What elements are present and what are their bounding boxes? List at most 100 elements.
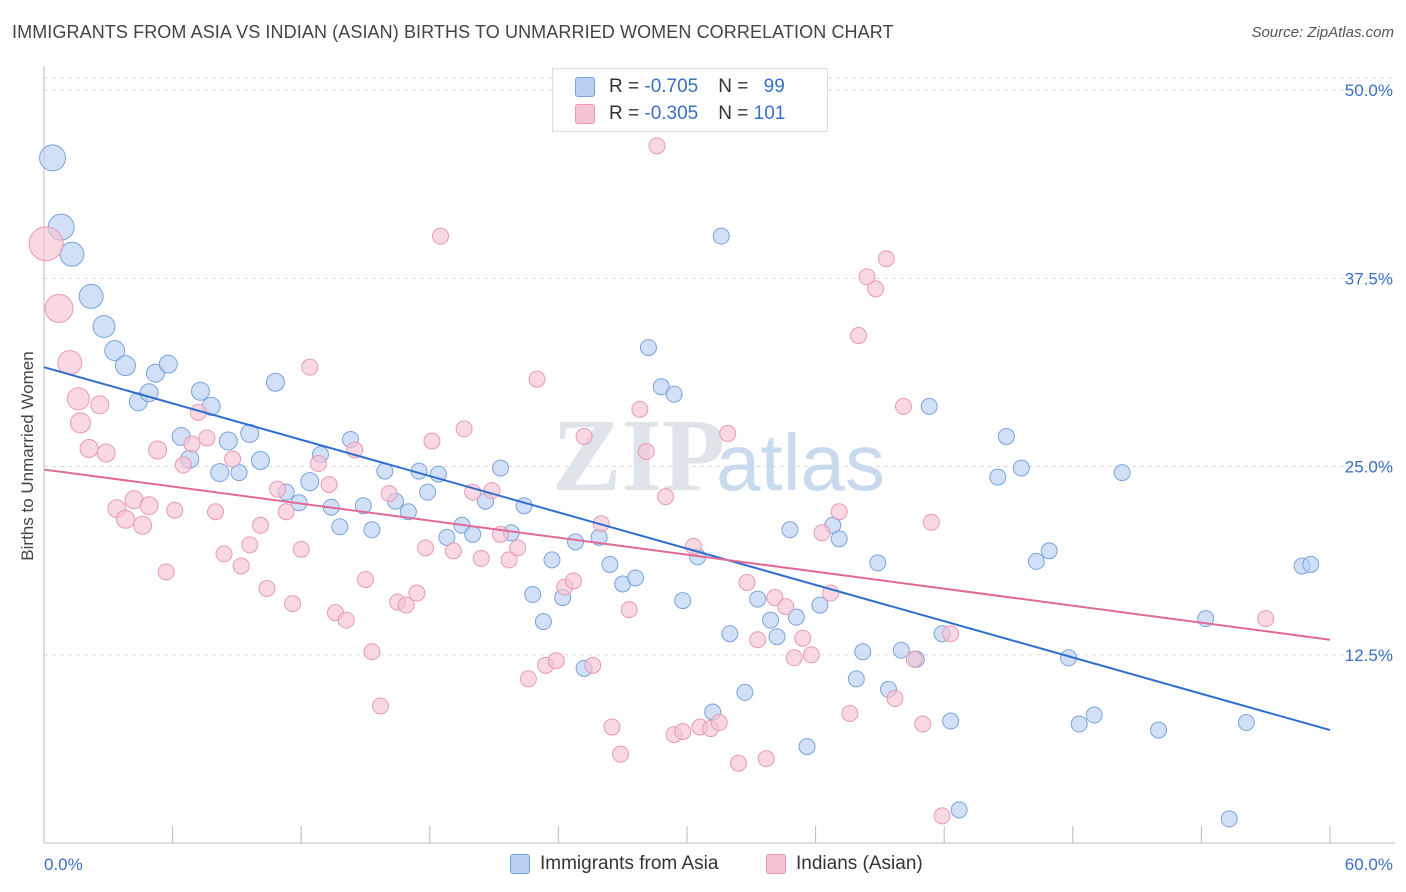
data-point-immigrants-from-asia bbox=[114, 355, 136, 377]
data-point-immigrants-from-asia bbox=[665, 385, 683, 403]
data-point-indians-asian bbox=[455, 420, 473, 438]
data-point-immigrants-from-asia bbox=[363, 521, 381, 539]
y-tick-label: 25.0% bbox=[1345, 458, 1393, 477]
data-point-indians-asian bbox=[309, 455, 327, 473]
data-point-indians-asian bbox=[802, 646, 820, 664]
legend-swatch-pink bbox=[575, 104, 595, 124]
data-point-indians-asian bbox=[133, 515, 153, 535]
legend-row-immigrants-from-asia: R = -0.705 N = 99 bbox=[575, 76, 785, 98]
data-point-indians-asian bbox=[166, 501, 184, 519]
data-point-indians-asian bbox=[139, 496, 159, 516]
data-point-indians-asian bbox=[206, 503, 224, 521]
data-point-immigrants-from-asia bbox=[104, 340, 126, 362]
data-point-indians-asian bbox=[813, 524, 831, 542]
data-point-indians-asian bbox=[620, 601, 638, 619]
data-point-indians-asian bbox=[777, 598, 795, 616]
data-point-indians-asian bbox=[603, 718, 621, 736]
data-point-indians-asian bbox=[841, 705, 859, 723]
watermark-atlas: atlas bbox=[716, 418, 885, 507]
data-point-indians-asian bbox=[90, 395, 110, 415]
data-point-indians-asian bbox=[922, 513, 940, 531]
bottom-legend-swatch-pink bbox=[766, 854, 786, 874]
data-point-immigrants-from-asia bbox=[997, 427, 1015, 445]
data-point-indians-asian bbox=[269, 480, 287, 498]
data-point-immigrants-from-asia bbox=[674, 592, 692, 610]
data-point-immigrants-from-asia bbox=[39, 144, 67, 172]
data-point-indians-asian bbox=[320, 476, 338, 494]
data-point-indians-asian bbox=[631, 400, 649, 418]
data-point-immigrants-from-asia bbox=[145, 363, 165, 383]
data-point-indians-asian bbox=[564, 572, 582, 590]
data-point-immigrants-from-asia bbox=[1220, 810, 1238, 828]
data-point-indians-asian bbox=[575, 427, 593, 445]
legend: R = -0.705 N = 99 R = -0.305 N = 101 bbox=[552, 68, 828, 132]
data-point-indians-asian bbox=[357, 570, 374, 588]
bottom-legend-label: Indians (Asian) bbox=[796, 853, 923, 874]
data-point-indians-asian bbox=[292, 540, 310, 558]
data-point-indians-asian bbox=[738, 574, 756, 592]
y-axis-label: Births to Unmarried Women bbox=[18, 351, 37, 561]
data-point-indians-asian bbox=[215, 545, 233, 563]
data-point-indians-asian bbox=[710, 714, 728, 732]
data-point-immigrants-from-asia bbox=[787, 608, 805, 626]
data-point-indians-asian bbox=[528, 370, 546, 388]
chart-source: Source: ZipAtlas.com bbox=[1251, 24, 1394, 41]
x-tick-label: 0.0% bbox=[44, 855, 83, 874]
data-point-indians-asian bbox=[933, 807, 951, 825]
data-point-indians-asian bbox=[444, 542, 462, 560]
data-point-immigrants-from-asia bbox=[354, 497, 372, 515]
data-point-indians-asian bbox=[372, 697, 390, 715]
data-point-immigrants-from-asia bbox=[762, 611, 780, 629]
data-point-immigrants-from-asia bbox=[92, 315, 116, 339]
data-point-immigrants-from-asia bbox=[331, 518, 349, 536]
data-point-indians-asian bbox=[785, 649, 803, 667]
data-point-immigrants-from-asia bbox=[830, 530, 848, 548]
data-point-indians-asian bbox=[79, 438, 99, 458]
data-point-immigrants-from-asia bbox=[1085, 706, 1103, 724]
data-point-immigrants-from-asia bbox=[627, 569, 645, 587]
data-point-indians-asian bbox=[942, 625, 960, 643]
data-point-immigrants-from-asia bbox=[854, 643, 872, 661]
data-point-immigrants-from-asia bbox=[798, 738, 816, 756]
data-point-indians-asian bbox=[584, 656, 602, 674]
data-point-immigrants-from-asia bbox=[419, 483, 437, 501]
data-point-immigrants-from-asia bbox=[534, 613, 552, 631]
y-tick-label: 50.0% bbox=[1345, 81, 1393, 100]
data-point-indians-asian bbox=[472, 549, 490, 567]
data-point-indians-asian bbox=[886, 689, 904, 707]
data-point-immigrants-from-asia bbox=[781, 521, 799, 539]
data-point-indians-asian bbox=[337, 611, 355, 629]
axes bbox=[43, 66, 1395, 844]
data-point-indians-asian bbox=[877, 250, 895, 268]
data-point-indians-asian bbox=[157, 563, 175, 581]
data-point-immigrants-from-asia bbox=[601, 555, 619, 573]
data-point-indians-asian bbox=[363, 643, 381, 661]
data-point-indians-asian bbox=[277, 503, 295, 521]
data-point-immigrants-from-asia bbox=[567, 533, 585, 551]
data-point-indians-asian bbox=[408, 584, 426, 602]
data-point-immigrants-from-asia bbox=[1237, 714, 1255, 732]
data-point-indians-asian bbox=[148, 440, 168, 460]
legend-n-value: 99 bbox=[763, 76, 785, 97]
trend-line-indians-asian bbox=[43, 468, 1331, 641]
data-point-indians-asian bbox=[794, 629, 812, 647]
data-point-indians-asian bbox=[174, 456, 192, 474]
data-point-indians-asian bbox=[509, 539, 527, 557]
data-point-indians-asian bbox=[198, 429, 216, 447]
data-point-immigrants-from-asia bbox=[1113, 464, 1131, 482]
data-point-indians-asian bbox=[757, 750, 775, 768]
data-point-indians-asian bbox=[849, 327, 867, 345]
legend-n-label: N = bbox=[718, 76, 754, 97]
data-point-immigrants-from-asia bbox=[768, 628, 786, 646]
data-point-indians-asian bbox=[44, 293, 74, 323]
data-point-indians-asian bbox=[749, 631, 767, 649]
bottom-legend-indians-asian: Indians (Asian) bbox=[766, 852, 923, 876]
data-point-immigrants-from-asia bbox=[1150, 721, 1168, 739]
data-point-immigrants-from-asia bbox=[78, 283, 104, 309]
chart-title: IMMIGRANTS FROM ASIA VS INDIAN (ASIAN) B… bbox=[12, 22, 894, 42]
data-point-indians-asian bbox=[483, 482, 501, 500]
data-point-indians-asian bbox=[96, 443, 116, 463]
bottom-legend-label: Immigrants from Asia bbox=[540, 853, 719, 874]
data-point-indians-asian bbox=[519, 670, 537, 688]
